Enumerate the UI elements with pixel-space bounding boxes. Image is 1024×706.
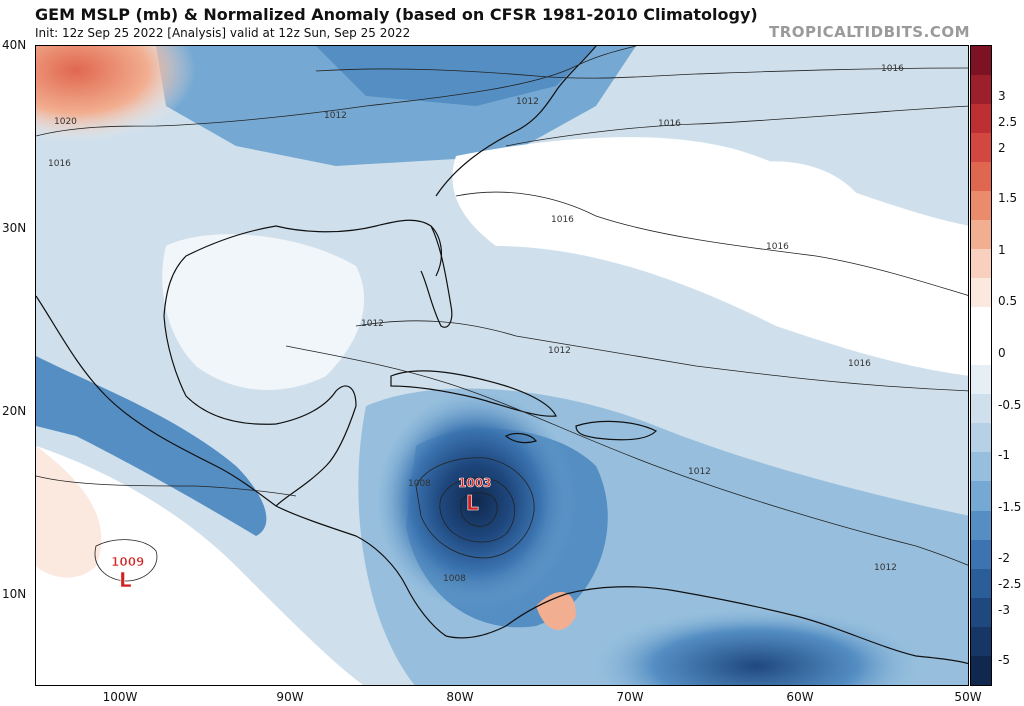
isobar-label: 1012 xyxy=(361,319,384,329)
lon-label: 90W xyxy=(276,690,304,704)
colorbar-segment xyxy=(971,452,991,482)
anomaly-positive-northwest xyxy=(36,46,236,166)
isobar-labels: 1016 1016 1016 1016 1016 1012 1012 1012 … xyxy=(48,64,904,584)
isobar-label: 1016 xyxy=(48,159,71,169)
colorbar-tick: 2 xyxy=(998,141,1006,155)
isobars xyxy=(36,46,968,582)
lat-label: 20N xyxy=(2,404,27,418)
colorbar-segment xyxy=(971,104,991,134)
colorbar-tick: 1.5 xyxy=(998,191,1018,205)
anomaly-negative-mexico xyxy=(36,356,267,536)
anomaly-near-zero-pacific xyxy=(36,446,364,685)
colorbar-segment xyxy=(971,191,991,221)
colorbar-segment xyxy=(971,336,991,366)
lon-label: 60W xyxy=(786,690,814,704)
colorbar-segment xyxy=(971,133,991,163)
lon-label: 80W xyxy=(446,690,474,704)
low-pressure-value: 1009 xyxy=(111,555,144,569)
colorbar-tick: -3 xyxy=(998,603,1010,617)
isobar-label: 1016 xyxy=(551,215,574,225)
lat-label: 10N xyxy=(2,587,27,601)
colorbar-segment xyxy=(971,626,991,656)
colorbar-tick: 2.5 xyxy=(998,115,1018,129)
colorbar-segment xyxy=(971,597,991,627)
colorbar-segment xyxy=(971,481,991,511)
colorbar-segment xyxy=(971,365,991,395)
chart-title: GEM MSLP (mb) & Normalized Anomaly (base… xyxy=(35,5,758,24)
colorbar-tick: -1 xyxy=(998,448,1010,462)
colorbar xyxy=(970,45,992,686)
low-marker-pacific: 1009 L xyxy=(111,555,145,593)
colorbar-segment xyxy=(971,307,991,337)
isobar-label: 1016 xyxy=(658,119,681,129)
chart-subtitle: Init: 12z Sep 25 2022 [Analysis] valid a… xyxy=(35,26,411,40)
anomaly-negative-south-america xyxy=(586,606,926,685)
isobar-label: 1020 xyxy=(54,117,77,127)
isobar-label: 1016 xyxy=(766,242,789,252)
isobar-label: 1016 xyxy=(881,64,904,74)
colorbar-tick: 0 xyxy=(998,346,1006,360)
colorbar-tick: -5 xyxy=(998,653,1010,667)
colorbar-segment xyxy=(971,510,991,540)
anomaly-positive-pacific xyxy=(36,446,102,578)
colorbar-segment xyxy=(971,394,991,424)
anomaly-zero-atlantic-pocket xyxy=(683,161,866,246)
low-pressure-value: 1003 xyxy=(458,476,491,490)
colorbar-tick: 0.5 xyxy=(998,294,1018,308)
colorbar-segment xyxy=(971,423,991,453)
lon-label: 70W xyxy=(616,690,644,704)
isobar-label: 1016 xyxy=(848,359,871,369)
colorbar-tick: -1.5 xyxy=(998,500,1022,514)
map-panel: 1016 1016 1016 1016 1016 1012 1012 1012 … xyxy=(35,45,969,686)
colorbar-tick: -2 xyxy=(998,551,1010,565)
colorbar-segment xyxy=(971,162,991,192)
anomaly-strong-negative-north xyxy=(316,46,596,106)
colorbar-segment xyxy=(971,655,991,685)
anomaly-map: 1016 1016 1016 1016 1016 1012 1012 1012 … xyxy=(36,46,968,685)
brand-watermark: TROPICALTIDBITS.COM xyxy=(769,23,970,41)
coastlines xyxy=(36,46,968,665)
colorbar-tick: -2.5 xyxy=(998,577,1022,591)
isobar-label: 1008 xyxy=(408,479,431,489)
lat-label: 40N xyxy=(2,38,27,52)
isobar-label: 1008 xyxy=(443,574,466,584)
colorbar-segment xyxy=(971,75,991,105)
colorbar-segment xyxy=(971,568,991,598)
isobar-label: 1012 xyxy=(516,97,539,107)
colorbar-tick: 3 xyxy=(998,89,1006,103)
low-pressure-core-shading xyxy=(376,391,576,611)
low-marker-main: 1003 L xyxy=(458,476,492,516)
colorbar-segment xyxy=(971,539,991,569)
isobar-label: 1012 xyxy=(688,467,711,477)
lon-label: 50W xyxy=(954,690,982,704)
colorbar-segment xyxy=(971,46,991,76)
colorbar-tick: -0.5 xyxy=(998,398,1022,412)
colorbar-segment xyxy=(971,220,991,250)
low-pressure-symbol: L xyxy=(119,568,132,592)
isobar-label: 1012 xyxy=(324,111,347,121)
isobar-label: 1012 xyxy=(548,346,571,356)
colorbar-segment xyxy=(971,278,991,308)
low-pressure-symbol: L xyxy=(466,491,479,515)
colorbar-tick: 1 xyxy=(998,243,1006,257)
colorbar-segment xyxy=(971,249,991,279)
lat-label: 30N xyxy=(2,221,27,235)
lon-label: 100W xyxy=(102,690,138,704)
isobar-label: 1012 xyxy=(874,563,897,573)
